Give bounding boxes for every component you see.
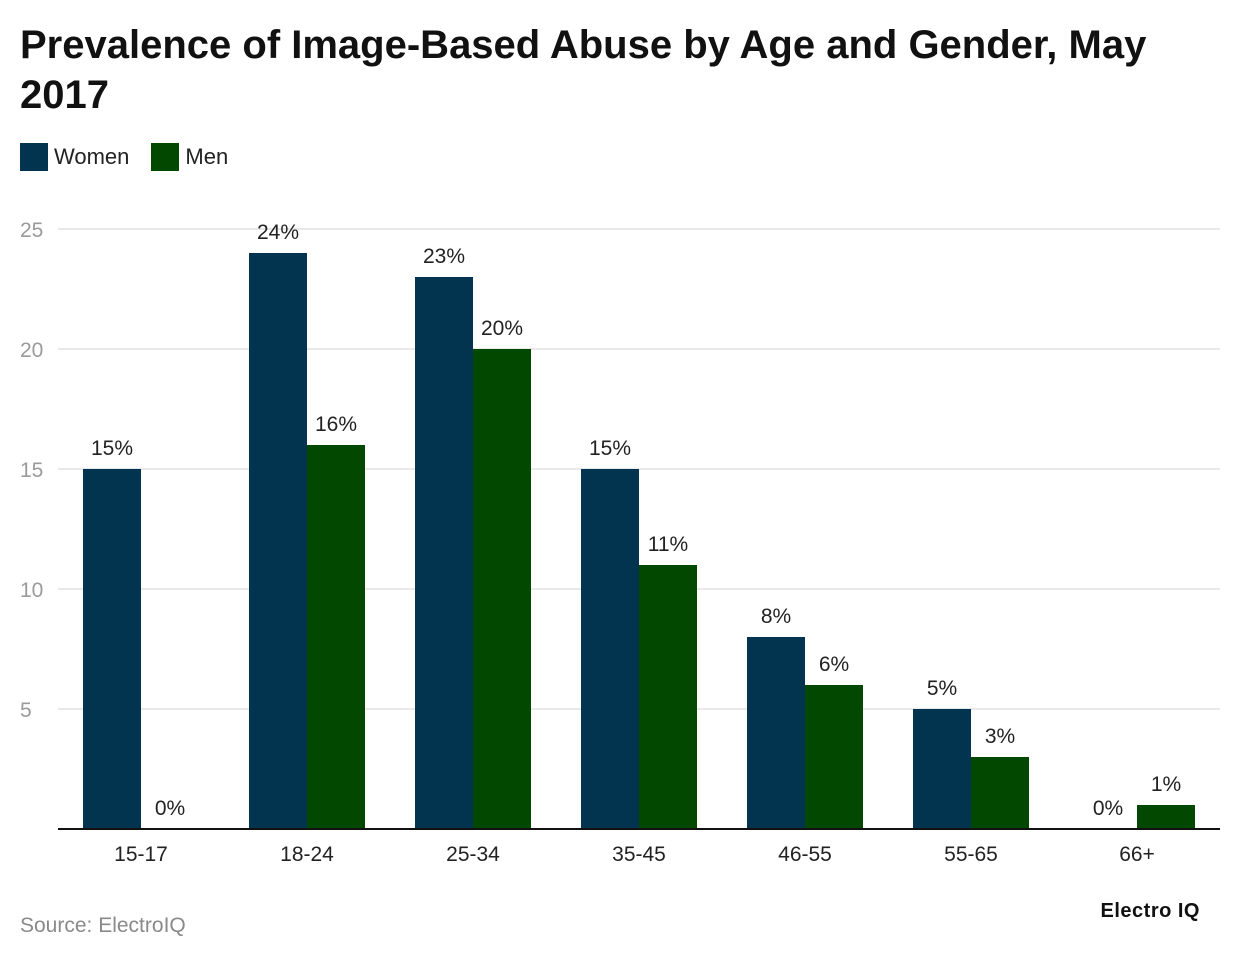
source-note: Source: ElectroIQ bbox=[20, 914, 186, 937]
y-tick-label-15: 15 bbox=[20, 459, 43, 482]
bar-women-55-65 bbox=[913, 709, 971, 829]
x-tick-label-35-45: 35-45 bbox=[612, 843, 666, 866]
legend-item-men: Men bbox=[151, 143, 228, 171]
brand-logo: Electro IQ bbox=[1100, 900, 1200, 922]
bar-men-66+ bbox=[1137, 805, 1195, 829]
x-tick-label-66+: 66+ bbox=[1119, 843, 1155, 866]
data-label-men-15-17: 0% bbox=[155, 797, 185, 820]
data-label-men-35-45: 11% bbox=[648, 533, 688, 556]
legend-item-women: Women bbox=[20, 143, 129, 171]
legend-swatch-women bbox=[20, 143, 48, 171]
bar-men-25-34 bbox=[473, 349, 531, 829]
chart-title: Prevalence of Image-Based Abuse by Age a… bbox=[20, 23, 1147, 117]
x-tick-label-55-65: 55-65 bbox=[944, 843, 998, 866]
data-label-men-25-34: 20% bbox=[481, 317, 523, 340]
data-label-men-18-24: 16% bbox=[315, 413, 357, 436]
bar-men-18-24 bbox=[307, 445, 365, 829]
data-label-women-25-34: 23% bbox=[423, 245, 465, 268]
legend-label-women: Women bbox=[54, 144, 130, 169]
legend-swatch-men bbox=[151, 143, 180, 171]
y-tick-label-20: 20 bbox=[20, 339, 43, 362]
y-tick-label-25: 25 bbox=[20, 219, 43, 242]
bar-men-46-55 bbox=[805, 685, 863, 829]
bar-women-35-45 bbox=[581, 469, 639, 829]
x-tick-label-46-55: 46-55 bbox=[778, 843, 832, 866]
data-label-women-35-45: 15% bbox=[589, 437, 631, 460]
legend-label-men: Men bbox=[185, 144, 229, 169]
x-tick-label-15-17: 15-17 bbox=[114, 843, 168, 866]
legend: Women Men bbox=[20, 143, 250, 171]
bar-women-18-24 bbox=[249, 253, 307, 829]
x-tick-label-18-24: 18-24 bbox=[280, 843, 334, 866]
data-label-men-46-55: 6% bbox=[819, 653, 849, 676]
data-label-men-55-65: 3% bbox=[985, 725, 1015, 748]
bar-women-25-34 bbox=[415, 277, 473, 829]
data-label-women-15-17: 15% bbox=[91, 437, 133, 460]
data-label-women-55-65: 5% bbox=[927, 677, 957, 700]
data-label-women-46-55: 8% bbox=[761, 605, 791, 628]
bar-women-15-17 bbox=[83, 469, 141, 829]
data-label-men-66+: 1% bbox=[1151, 773, 1181, 796]
x-tick-label-25-34: 25-34 bbox=[446, 843, 500, 866]
bar-men-55-65 bbox=[971, 757, 1029, 829]
y-tick-label-5: 5 bbox=[20, 699, 32, 722]
data-label-women-66+: 0% bbox=[1093, 797, 1123, 820]
data-label-women-18-24: 24% bbox=[257, 221, 299, 244]
y-tick-label-10: 10 bbox=[20, 579, 43, 602]
bar-women-46-55 bbox=[747, 637, 805, 829]
bar-men-35-45 bbox=[639, 565, 697, 829]
